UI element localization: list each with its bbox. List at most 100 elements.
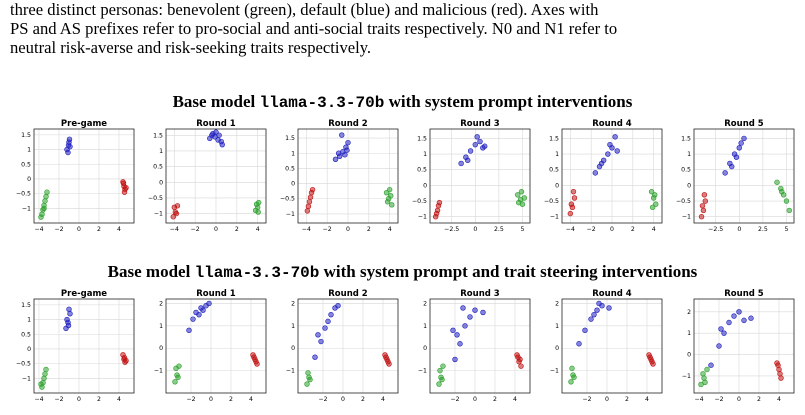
- data-point-blue: [718, 326, 724, 332]
- x-tick-label: −2: [582, 396, 591, 403]
- data-point-blue: [605, 151, 611, 157]
- data-point-blue: [345, 139, 351, 146]
- data-point-green: [253, 201, 260, 207]
- scatter-panel: Pre-game −4 −2 0 2 4 −1 −0.5 0 0.5 1 1.5: [16, 119, 135, 233]
- data-point-green: [437, 367, 443, 374]
- data-point-green: [515, 192, 521, 198]
- data-point-red: [647, 354, 653, 360]
- data-point-blue: [65, 149, 71, 156]
- data-point-red: [171, 204, 178, 211]
- data-point-green: [389, 202, 395, 208]
- x-tick-label: 4: [249, 396, 253, 403]
- data-point-red: [253, 358, 259, 365]
- data-point-green: [173, 365, 179, 372]
- x-tick-label: 2.5: [758, 226, 768, 233]
- x-tick-label: 2: [229, 396, 233, 403]
- panel-title: Round 4: [592, 119, 632, 129]
- panel-title: Pre-game: [61, 119, 107, 129]
- y-tick-label: 1.5: [417, 135, 427, 142]
- scatter-panel: Round 2 −4 −2 0 2 4 −1 −0.5 0 0.5 1 1.5: [280, 119, 399, 233]
- data-point-blue: [722, 170, 728, 176]
- panel-title: Round 5: [724, 119, 764, 129]
- data-point-blue: [65, 322, 72, 329]
- y-tick-label: 0: [27, 346, 31, 353]
- x-tick-label: 2: [757, 396, 761, 403]
- plot-frame: [429, 128, 531, 224]
- data-point-green: [41, 375, 47, 382]
- x-tick-label: 2: [235, 226, 239, 233]
- plot-frame: [429, 298, 531, 394]
- data-point-red: [435, 203, 442, 209]
- data-point-blue: [741, 135, 747, 142]
- x-tick-label: −2: [54, 226, 63, 233]
- x-tick-label: 4: [256, 226, 260, 233]
- x-tick-label: 2: [631, 226, 635, 233]
- data-point-blue: [322, 325, 328, 331]
- y-tick-label: 0.5: [21, 161, 31, 168]
- x-tick-label: 2: [361, 396, 365, 403]
- data-point-green: [175, 374, 181, 381]
- y-tick-label: 1: [423, 323, 427, 330]
- plot-frame: [693, 298, 795, 394]
- data-point-blue: [721, 330, 727, 336]
- plot-frame: [561, 128, 663, 224]
- y-tick-label: 1: [687, 151, 691, 158]
- y-tick-label: −1: [154, 211, 163, 218]
- data-point-blue: [312, 354, 318, 360]
- y-tick-label: 0: [159, 179, 163, 186]
- figure-2-title: Base model llama-3.3-70b with system pro…: [0, 262, 805, 282]
- x-tick-label: 0: [209, 396, 213, 403]
- x-tick-label: 4: [513, 396, 517, 403]
- y-tick-label: 1: [291, 323, 295, 330]
- y-tick-label: 0.5: [417, 167, 427, 174]
- y-tick-label: −1: [22, 375, 31, 382]
- x-tick-label: −2: [186, 396, 195, 403]
- y-tick-label: 0.5: [153, 164, 163, 171]
- data-point-red: [305, 203, 312, 210]
- x-tick-label: 4: [117, 226, 121, 233]
- x-tick-label: 4: [652, 226, 656, 233]
- y-tick-label: −0.5: [544, 198, 559, 205]
- data-point-green: [774, 179, 780, 185]
- data-point-red: [121, 189, 128, 195]
- data-point-green: [307, 376, 313, 383]
- x-tick-label: 4: [645, 396, 649, 403]
- data-point-blue: [206, 300, 212, 307]
- data-point-blue: [594, 307, 600, 313]
- x-tick-label: 0: [77, 226, 81, 233]
- x-tick-label: −2: [450, 396, 459, 403]
- x-tick-label: 2: [367, 226, 371, 233]
- data-point-blue: [190, 316, 196, 322]
- y-tick-label: 1: [555, 151, 559, 158]
- x-tick-label: 2: [625, 396, 629, 403]
- data-point-green: [44, 189, 50, 195]
- x-tick-label: 0: [341, 396, 345, 403]
- data-point-blue: [480, 309, 486, 316]
- data-point-blue: [467, 314, 473, 320]
- plot-frame: [33, 128, 135, 224]
- y-tick-label: −1: [22, 205, 31, 212]
- data-point-red: [700, 207, 707, 214]
- figure-1-panels: Pre-game −4 −2 0 2 4 −1 −0.5 0 0.5 1 1.5 Round 1 −4 −2…: [16, 119, 795, 233]
- data-point-green: [384, 199, 391, 205]
- data-point-red: [775, 362, 781, 368]
- x-tick-label: −2.5: [708, 226, 723, 233]
- data-point-blue: [64, 316, 70, 323]
- data-point-red: [306, 199, 313, 205]
- y-tick-label: 1: [27, 317, 31, 324]
- data-point-red: [173, 210, 180, 217]
- y-tick-label: −1: [154, 368, 163, 375]
- data-point-blue: [66, 136, 73, 142]
- x-tick-label: 4: [381, 396, 385, 403]
- data-point-blue: [209, 132, 215, 138]
- y-tick-label: 1: [27, 147, 31, 154]
- data-point-green: [42, 198, 48, 204]
- data-point-blue: [733, 154, 740, 160]
- scatter-panel: Round 3 −2.5 0 2.5 5 −1 −0.5 0 0.5 1 1.5: [412, 119, 531, 233]
- data-point-blue: [328, 311, 334, 318]
- x-tick-label: 0: [737, 226, 741, 233]
- figure-2-title-pre: Base model: [107, 262, 195, 281]
- panel-title: Round 5: [724, 289, 764, 299]
- figure-1-title: Base model llama-3.3-70b with system pro…: [0, 92, 805, 112]
- data-point-green: [649, 204, 656, 211]
